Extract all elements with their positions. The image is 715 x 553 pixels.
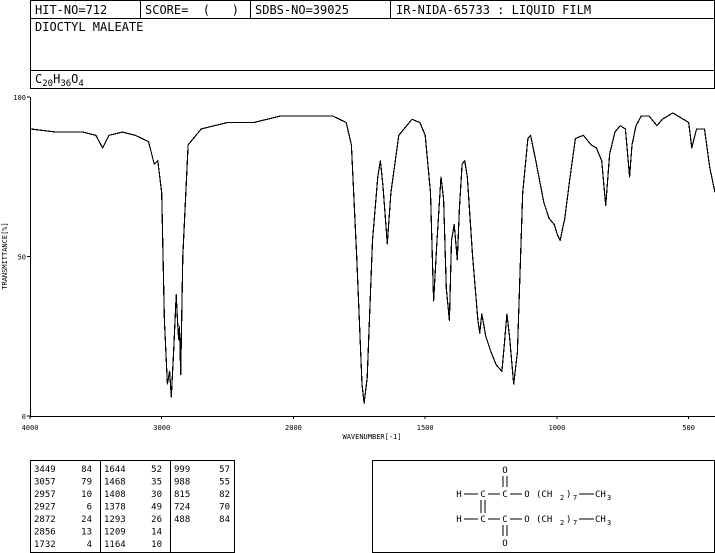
atom: O [502,466,507,476]
peak-wavenumber: 1209 [104,528,126,538]
y-tick-label: 100 [13,94,26,102]
peak-wavenumber: 1408 [104,490,126,500]
hit-no: HIT-NO=712 [35,3,107,17]
chain: 7 [573,519,577,527]
formula: C20H36O4 [35,72,84,89]
atom: C [502,515,507,525]
peak-wavenumber: 3449 [34,465,56,475]
peak-wavenumber: 1644 [104,465,126,475]
peak-transmittance: 4 [87,540,92,550]
peak-wavenumber: 2957 [34,490,56,500]
header: HIT-NO=712 SCORE= ( ) SDBS-NO=39025 IR-N… [30,0,715,89]
peak-wavenumber: 999 [174,465,190,475]
y-tick-label: 0 [22,413,26,421]
peak-wavenumber: 2856 [34,528,56,538]
peak-transmittance: 55 [219,478,230,488]
peak-transmittance: 14 [151,528,162,538]
peak-transmittance: 82 [219,490,230,500]
formula-part: 36 [60,79,71,89]
chain: ) [566,490,571,500]
chain: ) [566,515,571,525]
atom: H [456,515,461,525]
peak-wavenumber: 724 [174,503,190,513]
peak-transmittance: 49 [151,503,162,513]
peak-transmittance: 10 [151,540,162,550]
chain: CH [595,515,606,525]
peak-transmittance: 70 [219,503,230,513]
chain: 3 [607,519,611,527]
peak-wavenumber: 1732 [34,540,56,550]
chain: 2 [560,519,564,527]
x-tick-label: 4000 [22,424,39,432]
peak-transmittance: 26 [151,515,162,525]
formula-part: C [35,72,42,86]
peak-wavenumber: 3057 [34,478,56,488]
chain: (CH [536,515,552,525]
structure [372,460,715,553]
formula-part: H [53,72,60,86]
atom: C [502,490,507,500]
atom: O [524,515,529,525]
peak-wavenumber: 2872 [34,515,56,525]
x-tick-label: 1500 [417,424,434,432]
chain: 3 [607,494,611,502]
formula-part: 20 [42,79,53,89]
header-frame [30,0,715,89]
peak-wavenumber: 1378 [104,503,126,513]
atom: C [480,515,485,525]
peak-transmittance: 79 [81,478,92,488]
peak-wavenumber: 1164 [104,540,126,550]
peak-wavenumber: 488 [174,515,190,525]
atom: O [524,490,529,500]
peak-wavenumber: 815 [174,490,190,500]
peak-transmittance: 57 [219,465,230,475]
peak-transmittance: 52 [151,465,162,475]
structure-frame [372,460,715,553]
peak-transmittance: 84 [219,515,230,525]
chain: 7 [573,494,577,502]
peak-wavenumber: 2927 [34,503,56,513]
x-tick-label: 1000 [548,424,565,432]
peak-transmittance: 84 [81,465,92,475]
peak-table [30,460,235,553]
peak-wavenumber: 1468 [104,478,126,488]
formula-part: O [71,72,78,86]
atom: O [502,539,507,549]
atom: C [480,490,485,500]
peak-wavenumber: 988 [174,478,190,488]
spectrum-line [29,112,715,404]
y-axis-label: TRANSMITTANCE[%] [1,222,9,289]
spectrum: TRANSMITTANCE[%] WAVENUMBER[-1] 0 50 100 40… [1,94,715,441]
score: SCORE= ( ) [145,3,239,17]
x-tick-label: 2000 [285,424,302,432]
peak-transmittance: 10 [81,490,92,500]
compound-name: DIOCTYL MALEATE [35,20,143,34]
peak-transmittance: 13 [81,528,92,538]
formula-part: 4 [78,79,83,89]
peak-transmittance: 35 [151,478,162,488]
peak-transmittance: 30 [151,490,162,500]
x-axis-label: WAVENUMBER[-1] [342,433,401,441]
chain: 2 [560,494,564,502]
chain: (CH [536,490,552,500]
x-tick-label: 500 [682,424,695,432]
peak-transmittance: 24 [81,515,92,525]
atom: H [456,490,461,500]
table-frame [30,460,235,553]
method: IR-NIDA-65733 : LIQUID FILM [396,3,591,17]
y-tick-label: 50 [18,254,26,262]
x-tick-label: 3000 [153,424,170,432]
peak-wavenumber: 1293 [104,515,126,525]
sdbs-no: SDBS-NO=39025 [255,3,349,17]
peak-transmittance: 6 [87,503,92,513]
chain: CH [595,490,606,500]
